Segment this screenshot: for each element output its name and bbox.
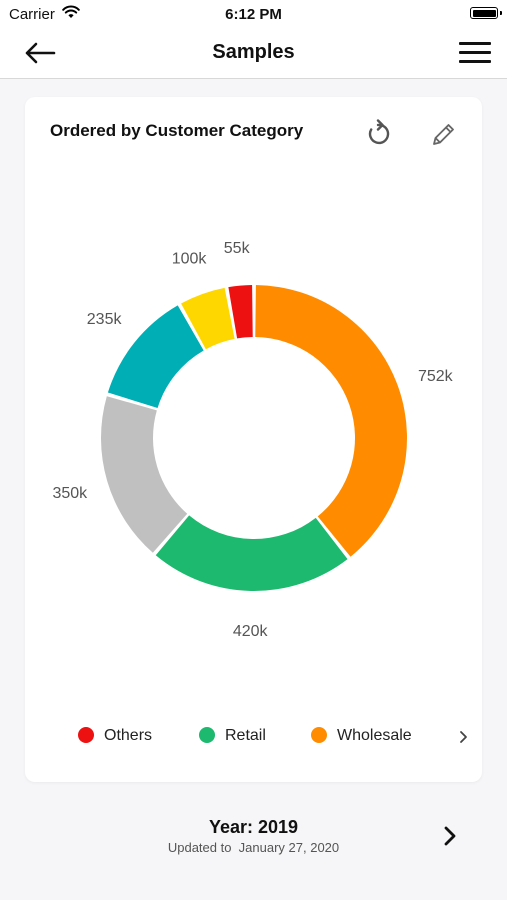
chevron-right-icon	[444, 826, 456, 846]
arrow-left-icon	[25, 42, 56, 64]
refresh-icon	[368, 119, 390, 145]
legend-color-dot	[311, 727, 327, 743]
hamburger-menu-icon	[459, 42, 491, 45]
slice-value-label: 752k	[418, 368, 454, 385]
footer-updated: Updated to January 27, 2020	[167, 840, 340, 855]
status-time: 6:12 PM	[225, 6, 282, 23]
battery-icon	[470, 7, 502, 19]
slice-value-label: 420k	[233, 623, 269, 640]
edit-button[interactable]	[429, 119, 459, 149]
legend-next-button[interactable]	[458, 729, 470, 745]
carrier-label: Carrier	[9, 6, 55, 23]
donut-slice[interactable]	[101, 396, 188, 553]
legend-label: Others	[104, 727, 153, 744]
back-button[interactable]	[22, 40, 58, 66]
status-bar: Carrier 6:12 PM	[0, 0, 507, 28]
chart-card: 752k 420k 350k 235k 100k 55k Ordered by Custo…	[25, 97, 482, 782]
donut-slice[interactable]	[181, 287, 235, 350]
donut-slice[interactable]	[155, 515, 348, 591]
slice-value-label: 55k	[224, 240, 251, 257]
chevron-right-icon	[460, 731, 467, 743]
card-title: Ordered by Customer Category	[50, 121, 304, 140]
footer-year: Year: 2019	[208, 817, 299, 837]
menu-button[interactable]	[459, 42, 493, 64]
refresh-button[interactable]	[363, 119, 393, 149]
legend-label: Wholesale	[337, 727, 412, 744]
legend-color-dot	[199, 727, 215, 743]
donut-slice[interactable]	[228, 285, 253, 339]
legend-label: Retail	[225, 727, 266, 744]
pencil-icon	[433, 124, 454, 145]
donut-slice[interactable]	[255, 285, 407, 557]
slice-value-label: 100k	[172, 250, 208, 267]
page-title: Samples	[212, 41, 295, 63]
slice-value-label: 235k	[87, 311, 123, 328]
donut-chart: 752k 420k 350k 235k 100k 55k	[52, 240, 454, 640]
chart-legend: Others Retail Wholesale	[25, 722, 482, 752]
nav-bar: Samples	[0, 28, 507, 79]
slice-value-label: 350k	[52, 485, 88, 502]
next-year-button[interactable]	[440, 824, 460, 848]
donut-slice[interactable]	[107, 305, 204, 408]
legend-color-dot	[78, 727, 94, 743]
wifi-icon	[62, 5, 80, 24]
